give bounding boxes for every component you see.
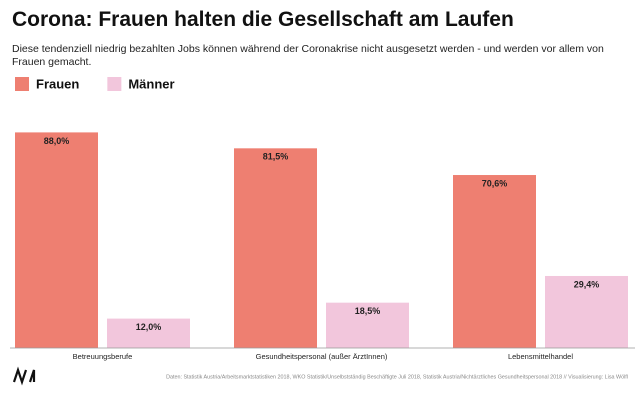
logo-mark xyxy=(12,366,28,386)
logo xyxy=(12,366,36,386)
x-tick-label: Betreuungsberufe xyxy=(73,352,133,361)
source-note: Daten: Statistik Austria/Arbeitsmarktsta… xyxy=(166,374,628,380)
bar xyxy=(545,275,628,348)
data-label: 12,0% xyxy=(136,322,162,332)
chart-subtitle: Diese tendenziell niedrig bezahlten Jobs… xyxy=(12,43,604,68)
chart-title: Corona: Frauen halten die Gesellschaft a… xyxy=(12,8,514,31)
legend-swatch xyxy=(107,77,122,91)
bar xyxy=(326,302,409,348)
x-tick-label: Lebensmittelhandel xyxy=(508,352,573,361)
data-label: 88,0% xyxy=(44,136,70,146)
x-tick-label: Gesundheitspersonal (außer ÄrztInnen) xyxy=(256,352,388,361)
legend-label: Männer xyxy=(128,76,174,91)
data-label: 29,4% xyxy=(574,279,600,289)
bar xyxy=(15,132,98,348)
data-label: 18,5% xyxy=(355,306,381,316)
logo-mark xyxy=(28,369,36,383)
legend-swatch xyxy=(15,77,29,91)
bar xyxy=(234,148,317,348)
legend-label: Frauen xyxy=(36,76,79,91)
data-label: 70,6% xyxy=(482,178,508,188)
bar xyxy=(453,175,536,348)
bar xyxy=(107,318,190,348)
data-label: 81,5% xyxy=(263,152,289,162)
